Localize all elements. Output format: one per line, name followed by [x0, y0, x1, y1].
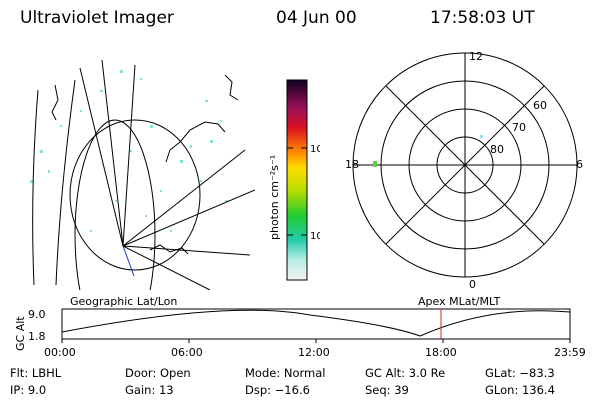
strip-left-title: Geographic Lat/Lon — [70, 295, 178, 308]
meridian-line — [32, 89, 39, 286]
time-tick-label: 23:59 — [554, 346, 586, 359]
time-tick-label: 18:00 — [425, 346, 457, 359]
uv-speckle — [30, 70, 228, 232]
strip-right-title: Apex MLat/MLT — [418, 295, 501, 308]
colorbar-ticks — [287, 147, 307, 236]
altitude-strip: GC Alt 9.0 1.8 — [14, 308, 571, 351]
meridian-line — [79, 67, 124, 247]
colorbar: 100 10 photon cm⁻²s⁻¹ — [268, 79, 320, 281]
strip-frame — [61, 308, 571, 340]
meridian-line — [122, 245, 211, 290]
coastline — [165, 149, 171, 163]
coastline — [224, 74, 239, 101]
filter-value: Flt: LBHL — [10, 366, 62, 380]
strip-y-tick: 9.0 — [28, 308, 46, 321]
gain-value: Gain: 13 — [125, 383, 174, 397]
meridian-line — [101, 59, 124, 247]
glat-value: GLat: −83.3 — [485, 366, 555, 380]
glon-value: GLon: 136.4 — [485, 383, 555, 397]
time-tick-label: 00:00 — [44, 346, 76, 359]
meridian-line — [122, 149, 246, 247]
dsp-value: Dsp: −16.6 — [245, 383, 310, 397]
geographic-image-panel — [30, 59, 256, 290]
ip-value: IP: 9.0 — [10, 383, 47, 397]
coastline — [51, 84, 59, 121]
time-tick-label: 12:00 — [298, 346, 330, 359]
mlt-label-18: 18 — [345, 158, 359, 171]
meridian-line — [122, 245, 251, 256]
meridian-line — [122, 189, 256, 247]
app-title: Ultraviolet Imager — [20, 8, 174, 28]
colorbar-tick-label: 100 — [310, 144, 320, 155]
time-tick-label: 06:00 — [171, 346, 203, 359]
lat-label-60: 60 — [533, 99, 547, 112]
colorbar-unit-label: photon cm⁻²s⁻¹ — [268, 155, 281, 240]
meridian-line — [122, 64, 136, 247]
strip-x-ticks — [61, 339, 571, 343]
lat-label-70: 70 — [512, 121, 526, 134]
uv-patch — [373, 161, 377, 167]
coastline — [149, 244, 189, 255]
pole-line — [122, 245, 135, 277]
apex-polar-plot: 12 18 6 0 60 70 80 — [345, 50, 583, 291]
door-value: Door: Open — [125, 366, 191, 380]
uv-patch — [480, 135, 483, 138]
strip-y-tick: 1.8 — [28, 330, 46, 343]
mode-value: Mode: Normal — [245, 366, 326, 380]
strip-axis-label: GC Alt — [14, 316, 27, 351]
gc-alt-value: GC Alt: 3.0 Re — [365, 366, 446, 380]
coastline — [169, 121, 226, 151]
altitude-curve — [61, 309, 571, 337]
mlt-label-12: 12 — [469, 50, 483, 63]
header-date: 04 Jun 00 — [276, 8, 357, 28]
meridian-line — [55, 79, 76, 286]
header-time: 17:58:03 UT — [430, 8, 535, 28]
mlt-label-6: 6 — [576, 158, 583, 171]
latitude-oval — [69, 119, 201, 271]
meridian-oval — [74, 119, 156, 290]
colorbar-tick-label: 10 — [310, 231, 320, 242]
lat-label-80: 80 — [490, 143, 504, 156]
seq-value: Seq: 39 — [365, 383, 409, 397]
mlt-label-0: 0 — [469, 278, 476, 291]
